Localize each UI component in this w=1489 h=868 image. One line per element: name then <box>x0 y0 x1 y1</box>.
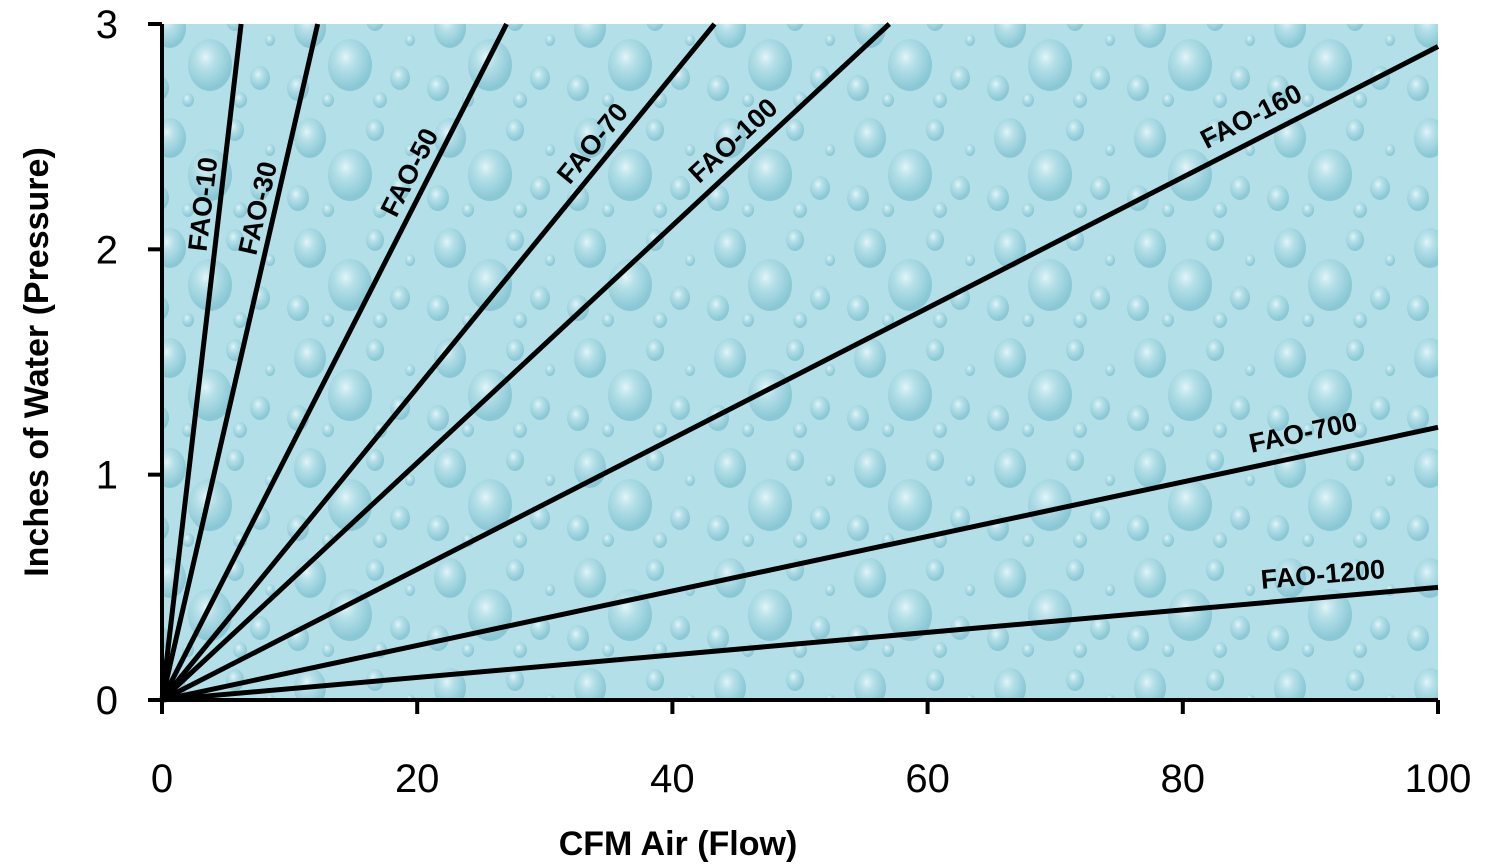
series-line-fao-100 <box>160 22 892 702</box>
series-line-fao-700 <box>161 424 1439 703</box>
plot-area <box>162 24 1438 700</box>
series-line-fao-160 <box>160 44 1440 703</box>
x-tick-label: 80 <box>1161 757 1206 801</box>
x-tick-label: 0 <box>151 757 173 801</box>
series-line-fao-1200 <box>161 584 1439 703</box>
series-line-fao-30 <box>159 23 321 701</box>
y-tick-label: 0 <box>96 679 118 723</box>
y-tick-label: 1 <box>96 454 118 498</box>
series-line-fao-10 <box>159 23 244 701</box>
series-line-fao-50 <box>159 22 509 702</box>
x-axis-title: CFM Air (Flow) <box>559 825 798 863</box>
x-tick-label: 20 <box>395 757 440 801</box>
x-tick-label: 40 <box>650 757 695 801</box>
x-tick-label: 60 <box>905 757 950 801</box>
x-tick-label: 100 <box>1405 757 1472 801</box>
y-tick-label: 3 <box>96 3 118 47</box>
y-axis-title: Inches of Water (Pressure) <box>18 147 56 577</box>
series-line-fao-70 <box>160 22 717 702</box>
y-tick-label: 2 <box>96 228 118 272</box>
